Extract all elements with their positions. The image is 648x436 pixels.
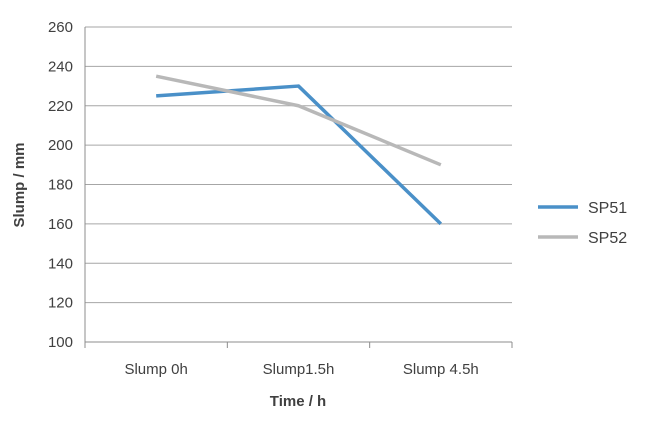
x-tick-label: Slump1.5h: [263, 361, 335, 378]
y-tick-label: 180: [48, 177, 73, 194]
y-tick-label: 120: [48, 295, 73, 312]
y-tick-label: 100: [48, 334, 73, 351]
legend-label-sp51: SP51: [588, 200, 627, 217]
y-tick-label: 240: [48, 58, 73, 75]
y-tick-label: 260: [48, 19, 73, 36]
y-tick-labels: 100 120 140 160 180 200 220 240 260: [48, 19, 73, 351]
y-tick-label: 200: [48, 137, 73, 154]
y-tick-label: 220: [48, 98, 73, 115]
x-tick-label: Slump 4.5h: [403, 361, 479, 378]
legend: SP51 SP52: [538, 200, 627, 247]
legend-label-sp52: SP52: [588, 230, 627, 247]
gridlines: [85, 26, 512, 304]
y-tick-label: 140: [48, 255, 73, 272]
axes: [84, 27, 513, 348]
x-axis-title: Time / h: [270, 393, 326, 410]
series-lines: [155, 74, 443, 226]
y-tick-label: 160: [48, 216, 73, 233]
y-axis-title: Slump / mm: [11, 142, 28, 227]
series-line-sp51: [156, 84, 443, 226]
x-tick-labels: Slump 0h Slump1.5h Slump 4.5h: [124, 361, 478, 378]
series-line-sp52: [155, 74, 442, 167]
x-tick-label: Slump 0h: [124, 361, 187, 378]
